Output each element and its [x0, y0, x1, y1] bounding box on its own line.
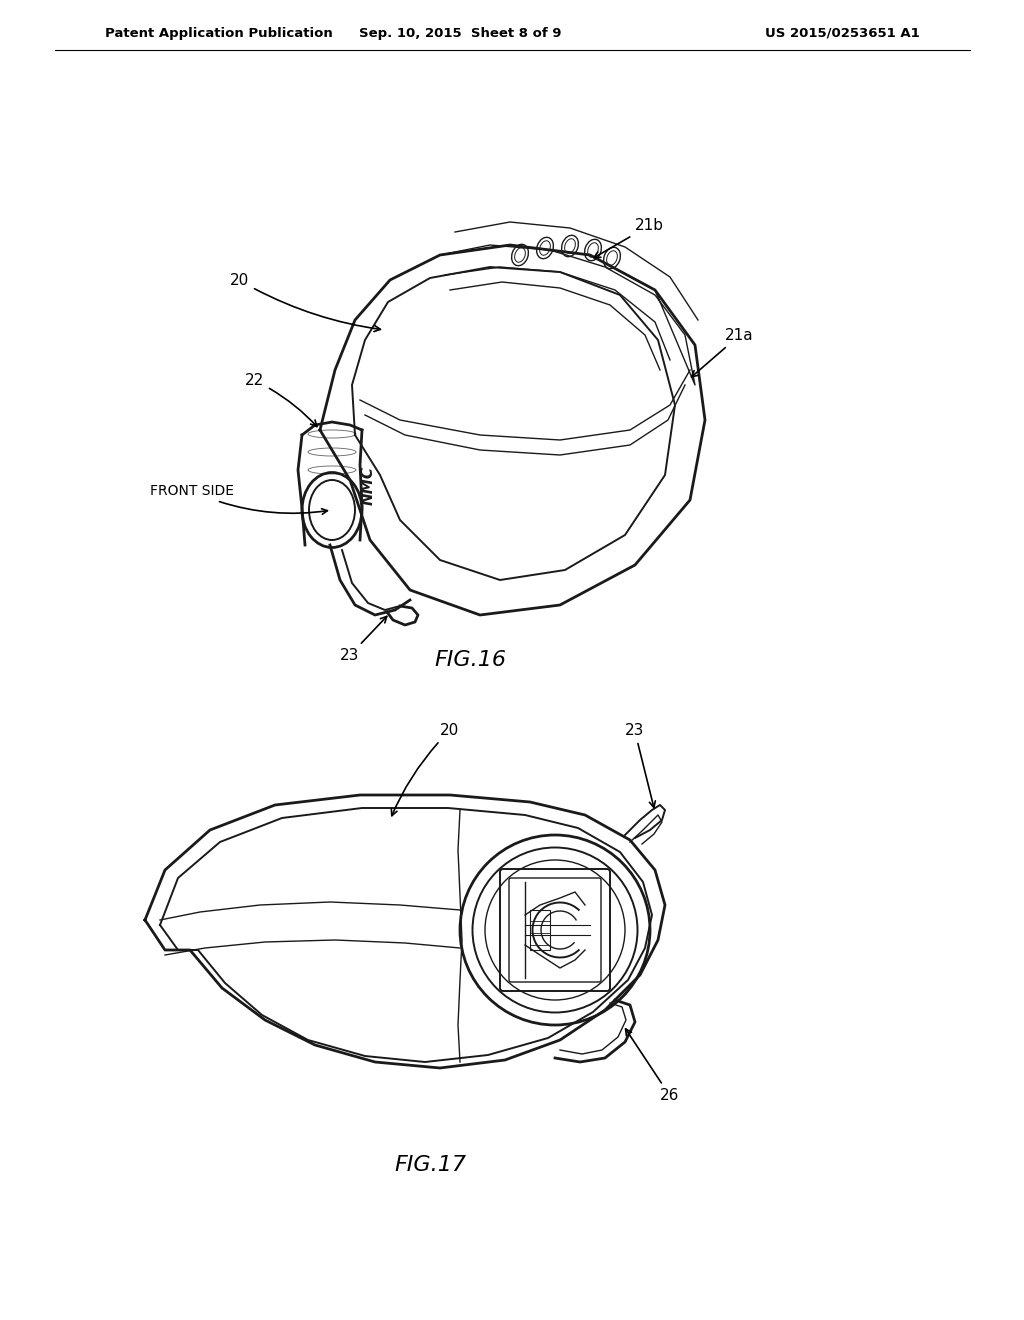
Text: FIG.17: FIG.17 [394, 1155, 466, 1175]
Text: Patent Application Publication: Patent Application Publication [105, 26, 333, 40]
Text: FRONT SIDE: FRONT SIDE [150, 484, 328, 515]
Text: 20: 20 [391, 723, 459, 816]
Text: 26: 26 [626, 1028, 679, 1104]
Text: FIG.16: FIG.16 [434, 649, 506, 671]
Text: NMC: NMC [360, 466, 376, 504]
Text: 22: 22 [245, 374, 316, 426]
Text: Sep. 10, 2015  Sheet 8 of 9: Sep. 10, 2015 Sheet 8 of 9 [358, 26, 561, 40]
Text: 23: 23 [625, 723, 655, 808]
Text: US 2015/0253651 A1: US 2015/0253651 A1 [765, 26, 920, 40]
Text: 21b: 21b [594, 218, 664, 257]
Text: 20: 20 [230, 273, 380, 331]
Text: 23: 23 [340, 616, 387, 663]
Text: 21a: 21a [691, 327, 754, 378]
